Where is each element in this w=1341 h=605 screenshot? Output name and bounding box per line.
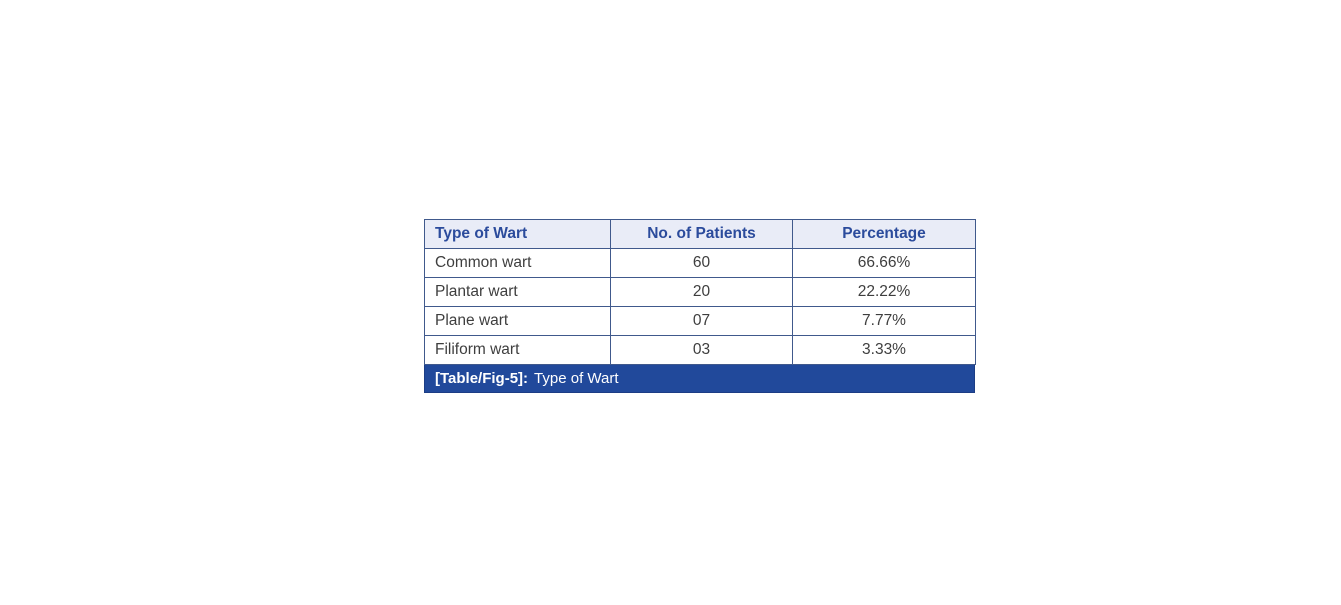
cell-patient-count: 03 (610, 335, 793, 365)
cell-percentage: 66.66% (792, 248, 976, 278)
cell-percentage: 7.77% (792, 306, 976, 336)
table-row: Plantar wart 20 22.22% (424, 277, 976, 307)
cell-percentage: 22.22% (792, 277, 976, 307)
cell-patient-count: 60 (610, 248, 793, 278)
cell-wart-type: Plantar wart (424, 277, 611, 307)
cell-percentage: 3.33% (792, 335, 976, 365)
table-caption-title: Type of Wart (534, 370, 619, 387)
column-header-type-of-wart: Type of Wart (424, 219, 611, 249)
column-header-percentage: Percentage (792, 219, 976, 249)
table-header-row: Type of Wart No. of Patients Percentage (424, 219, 976, 249)
table-caption-bar: [Table/Fig-5]: Type of Wart (424, 365, 975, 393)
table-row: Filiform wart 03 3.33% (424, 335, 976, 365)
cell-wart-type: Common wart (424, 248, 611, 278)
table-row: Common wart 60 66.66% (424, 248, 976, 278)
table-caption-label: [Table/Fig-5]: (435, 370, 529, 387)
cell-patient-count: 20 (610, 277, 793, 307)
table-figure: Type of Wart No. of Patients Percentage … (424, 219, 976, 393)
cell-wart-type: Plane wart (424, 306, 611, 336)
wart-type-table: Type of Wart No. of Patients Percentage … (424, 219, 976, 365)
cell-patient-count: 07 (610, 306, 793, 336)
cell-wart-type: Filiform wart (424, 335, 611, 365)
column-header-no-of-patients: No. of Patients (610, 219, 793, 249)
table-row: Plane wart 07 7.77% (424, 306, 976, 336)
